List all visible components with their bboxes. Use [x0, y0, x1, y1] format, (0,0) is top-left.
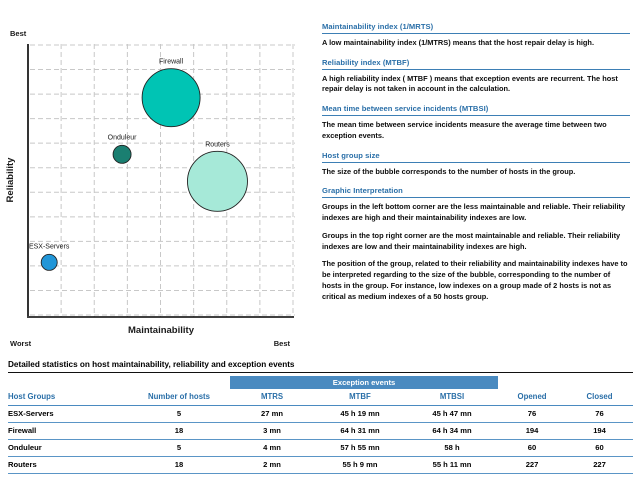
column-header-number-of-hosts[interactable]: Number of hosts — [128, 389, 230, 406]
info-paragraph: The size of the bubble corresponds to th… — [322, 166, 576, 176]
bubble-series: Firewall Onduleur Routers ESX-Servers — [29, 59, 248, 271]
statistics-section: Detailed statistics on host maintainabil… — [8, 360, 634, 474]
table-head: Exception events Host Groups Number of ho… — [8, 376, 634, 406]
x-axis-worst-label: Worst — [10, 339, 32, 348]
info-paragraph: Groups in the left bottom corner are the… — [322, 202, 626, 223]
column-header-opened[interactable]: Opened — [498, 389, 567, 406]
info-body: A high reliability index ( MTBF ) means … — [322, 74, 630, 95]
bubble-label-onduleur: Onduleur — [108, 134, 137, 141]
statistics-table: Exception events Host Groups Number of ho… — [8, 376, 634, 474]
column-header-host-groups[interactable]: Host Groups — [8, 389, 128, 406]
bubble-label-esx-servers: ESX-Servers — [29, 243, 70, 250]
table-cell: 60 — [498, 439, 567, 457]
info-block: Graphic Interpretation Groups in the left… — [322, 186, 630, 302]
table-cell: 58 h — [406, 439, 499, 457]
info-body: Groups in the left bottom corner are the… — [322, 202, 630, 302]
info-paragraph: A high reliability index ( MTBF ) means … — [322, 73, 618, 94]
table-row[interactable]: ESX-Servers 5 27 mn 45 h 19 mn 45 h 47 mn 76 7… — [8, 405, 634, 423]
table-cell: 60 — [566, 439, 634, 457]
bubble-onduleur[interactable] — [112, 144, 132, 164]
band-spacer-opened — [498, 376, 566, 389]
y-axis-title: Reliability — [5, 157, 16, 203]
info-block: Maintainability index (1/MRTS) A low main… — [322, 22, 630, 49]
table-cell: 64 h 31 mn — [314, 422, 406, 440]
table-cell: 5 — [128, 405, 230, 423]
table-cell: 55 h 11 mn — [406, 456, 499, 474]
table-cell: 194 — [498, 422, 567, 440]
info-block: Reliability index (MTBF) A high reliabili… — [322, 58, 630, 95]
table-cell: 18 — [128, 422, 230, 440]
table-band-row: Exception events — [8, 376, 633, 389]
info-paragraph: A low maintainability index (1/MTRS) mea… — [322, 38, 594, 47]
info-body: The mean time between service incidents … — [322, 120, 630, 141]
info-paragraph: The position of the group, related to th… — [322, 259, 628, 301]
top-area: Firewall Onduleur Routers ESX-Servers Maint… — [0, 0, 630, 352]
table-cell: Onduleur — [8, 439, 128, 457]
table-title: Detailed statistics on host maintainabil… — [8, 360, 633, 373]
column-header-mtrs[interactable]: MTRS — [230, 389, 314, 406]
info-heading: Graphic Interpretation — [322, 186, 630, 199]
table-row[interactable]: Routers 18 2 mn 55 h 9 mn 55 h 11 mn 227 227 — [8, 456, 634, 474]
bubble-chart: Firewall Onduleur Routers ESX-Servers Maint… — [5, 29, 295, 348]
x-axis-title: Maintainability — [128, 325, 195, 336]
bubble-firewall[interactable] — [141, 68, 201, 128]
band-spacer-number-of-hosts — [128, 376, 230, 389]
table-cell: 227 — [498, 456, 567, 474]
table-row[interactable]: Firewall 18 3 mn 64 h 31 mn 64 h 34 mn 194 194 — [8, 422, 634, 440]
table-cell: 45 h 19 mn — [314, 405, 406, 423]
table-cell: 45 h 47 mn — [406, 405, 499, 423]
y-axis-best-label: Best — [10, 29, 27, 38]
table-cell: 227 — [566, 456, 634, 474]
exception-events-band: Exception events — [230, 376, 499, 389]
band-spacer-closed — [566, 376, 633, 389]
bubble-esx-servers[interactable] — [40, 253, 58, 271]
column-header-closed[interactable]: Closed — [566, 389, 634, 406]
table-cell: 18 — [128, 456, 230, 474]
info-body: The size of the bubble corresponds to th… — [322, 167, 630, 178]
table-cell: 2 mn — [230, 456, 314, 474]
table-row[interactable]: Onduleur 5 4 mn 57 h 55 mn 58 h 60 60 — [8, 439, 634, 457]
table-cell: 27 mn — [230, 405, 314, 423]
info-heading: Reliability index (MTBF) — [322, 58, 630, 70]
table-cell: 4 mn — [230, 439, 314, 457]
table-cell: 76 — [498, 405, 567, 423]
column-header-mtbsi[interactable]: MTBSI — [406, 389, 499, 406]
info-block: Host group size The size of the bubble co… — [322, 151, 630, 178]
x-axis-best-label: Best — [274, 339, 291, 348]
info-panel: Maintainability index (1/MRTS) A low main… — [322, 22, 630, 311]
info-paragraph: Groups in the top right corner are the m… — [322, 230, 621, 251]
info-heading: Mean time between service incidents (MTB… — [322, 104, 630, 117]
table-cell: 3 mn — [230, 422, 314, 440]
table-cell: 194 — [566, 422, 634, 440]
table-cell: 57 h 55 mn — [314, 439, 406, 457]
table-cell: 64 h 34 mn — [406, 422, 499, 440]
table-cell: 5 — [128, 439, 230, 457]
bubble-chart-panel: Firewall Onduleur Routers ESX-Servers Maint… — [0, 0, 318, 352]
info-paragraph: The mean time between service incidents … — [322, 120, 607, 140]
table-body: ESX-Servers 5 27 mn 45 h 19 mn 45 h 47 mn 76 7… — [8, 405, 634, 474]
bubble-label-firewall: Firewall — [159, 59, 184, 66]
table-cell: 55 h 9 mn — [314, 456, 406, 474]
column-header-mtbf[interactable]: MTBF — [314, 389, 406, 406]
table-header-row: Host Groups Number of hosts MTRS MTBF MTBSI O… — [8, 389, 634, 406]
bubble-routers[interactable] — [187, 150, 248, 212]
table-cell: Routers — [8, 456, 128, 474]
chart-gridlines — [30, 44, 295, 317]
info-heading: Maintainability index (1/MRTS) — [322, 22, 630, 34]
bubble-label-routers: Routers — [205, 141, 230, 148]
info-body: A low maintainability index (1/MTRS) mea… — [322, 38, 630, 49]
info-block: Mean time between service incidents (MTB… — [322, 104, 630, 141]
band-spacer-host-groups — [8, 376, 128, 389]
table-cell: Firewall — [8, 422, 128, 440]
info-heading: Host group size — [322, 151, 630, 163]
table-cell: ESX-Servers — [8, 405, 128, 423]
table-cell: 76 — [566, 405, 634, 423]
